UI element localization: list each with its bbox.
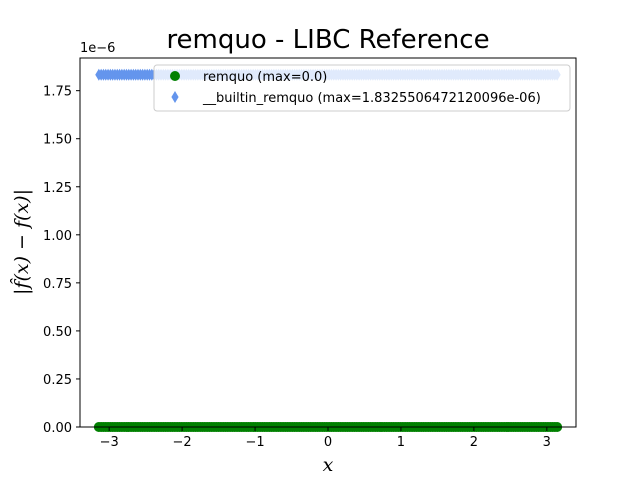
x-tick-label: 0 — [324, 435, 332, 450]
chart-title: remquo - LIBC Reference — [166, 25, 489, 55]
y-tick-label: 1.50 — [43, 133, 72, 148]
y-tick-label: 0.25 — [43, 373, 72, 388]
y-tick-label: 1.75 — [43, 85, 72, 100]
legend-label-remquo: remquo (max=0.0) — [203, 70, 327, 85]
legend: remquo (max=0.0) __builtin_remquo (max=1… — [153, 64, 571, 112]
x-tick-label: 2 — [470, 435, 478, 450]
legend-box — [153, 64, 571, 112]
y-tick-label: 0.50 — [43, 325, 72, 340]
y-offset-text: 1e−6 — [80, 41, 115, 56]
legend-markers — [170, 71, 180, 103]
legend-marker-remquo — [170, 71, 180, 81]
y-tick-label: 1.25 — [43, 181, 72, 196]
y-tick-label: 1.00 — [43, 229, 72, 244]
x-tick-label: −1 — [245, 435, 264, 450]
y-tick-label: 0.00 — [43, 421, 72, 436]
legend-label-builtin-remquo: __builtin_remquo (max=1.8325506472120096… — [202, 91, 541, 106]
ticks: −3 −2 −1 0 1 2 3 0.00 0.25 0.50 0.75 1.00 1.25 1.50 1.… — [43, 85, 551, 450]
legend-marker-builtin-remquo — [171, 91, 179, 103]
x-tick-label: −3 — [100, 435, 119, 450]
x-tick-label: 3 — [543, 435, 551, 450]
y-tick-label: 0.75 — [43, 277, 72, 292]
x-tick-label: 1 — [397, 435, 405, 450]
x-axis-label: x — [323, 454, 334, 476]
x-tick-label: −2 — [173, 435, 192, 450]
y-axis-label: |f̂(x) − f(x)| — [10, 189, 33, 295]
